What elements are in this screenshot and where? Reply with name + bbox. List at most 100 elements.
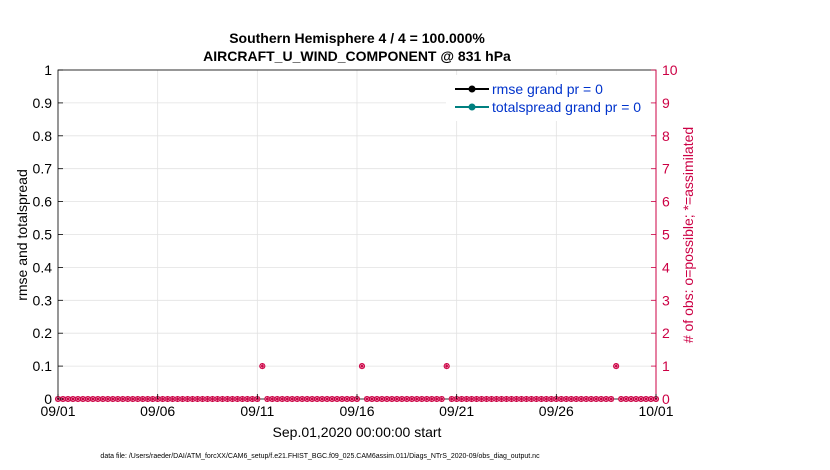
obs-assimilated-marker bbox=[429, 396, 435, 402]
obs-assimilated-marker bbox=[424, 396, 430, 402]
obs-assimilated-marker bbox=[274, 396, 280, 402]
y-right-tick-label: 4 bbox=[662, 259, 670, 275]
obs-assimilated-marker bbox=[409, 396, 415, 402]
legend-totalspread-marker bbox=[468, 103, 476, 111]
obs-assimilated-marker bbox=[75, 396, 81, 402]
legend-rmse-label: rmse grand pr = 0 bbox=[492, 81, 603, 97]
obs-assimilated-marker bbox=[444, 363, 450, 369]
obs-assimilated-marker bbox=[319, 396, 325, 402]
obs-assimilated-marker bbox=[489, 396, 494, 402]
y-right-tick-label: 9 bbox=[662, 95, 670, 111]
chart-title: Southern Hemisphere 4 / 4 = 100.000% bbox=[229, 30, 485, 46]
obs-assimilated-marker bbox=[239, 396, 245, 402]
obs-assimilated-marker bbox=[259, 363, 265, 369]
obs-assimilated-marker bbox=[244, 396, 250, 402]
obs-assimilated-marker bbox=[613, 363, 619, 369]
obs-assimilated-marker bbox=[434, 396, 440, 402]
y-right-tick-label: 10 bbox=[662, 62, 678, 78]
obs-assimilated-marker bbox=[349, 396, 355, 402]
obs-assimilated-marker bbox=[229, 396, 235, 402]
obs-assimilated-marker bbox=[603, 396, 609, 402]
obs-assimilated-marker bbox=[65, 396, 71, 402]
obs-assimilated-marker bbox=[504, 396, 509, 402]
obs-assimilated-marker bbox=[523, 396, 529, 402]
left-y-axis: 0 0.1 0.2 0.3 0.4 0.5 0.6 0.7 0.8 0.9 1 bbox=[33, 62, 63, 407]
obs-assimilated-marker bbox=[220, 396, 225, 402]
legend-rmse-marker bbox=[468, 85, 476, 93]
obs-assimilated-marker bbox=[643, 396, 649, 402]
obs-assimilated-marker bbox=[110, 396, 116, 402]
obs-assimilated-marker bbox=[105, 396, 111, 402]
obs-assimilated-marker bbox=[588, 396, 594, 402]
obs-assimilated-marker bbox=[633, 396, 639, 402]
obs-assimilated-marker bbox=[389, 396, 395, 402]
y-left-tick-label: 0.1 bbox=[33, 358, 53, 374]
obs-assimilated-marker bbox=[205, 396, 210, 402]
obs-assimilated-marker bbox=[618, 396, 624, 402]
y-right-tick-label: 7 bbox=[662, 161, 670, 177]
obs-assimilated-marker bbox=[299, 396, 305, 402]
obs-assimilated-marker bbox=[95, 396, 101, 402]
obs-assimilated-marker bbox=[479, 396, 485, 402]
y-left-tick-label: 0.5 bbox=[33, 227, 53, 243]
obs-assimilated-marker bbox=[528, 396, 534, 402]
obs-assimilated-marker bbox=[514, 396, 519, 402]
obs-assimilated-marker bbox=[150, 396, 156, 402]
obs-assimilated-marker bbox=[339, 396, 345, 402]
obs-assimilated-marker bbox=[459, 396, 465, 402]
x-tick-label: 09/16 bbox=[339, 403, 374, 419]
obs-assimilated-marker bbox=[364, 396, 370, 402]
obs-assimilated-marker bbox=[374, 396, 380, 402]
obs-assimilated-marker bbox=[195, 396, 200, 402]
obs-assimilated-marker bbox=[399, 396, 405, 402]
chart-subtitle: AIRCRAFT_U_WIND_COMPONENT @ 831 hPa bbox=[203, 48, 511, 64]
obs-assimilated-marker bbox=[563, 396, 569, 402]
obs-assimilated-marker bbox=[578, 396, 584, 402]
y-left-tick-label: 0 bbox=[44, 391, 52, 407]
obs-assimilated-marker bbox=[623, 396, 629, 402]
legend-totalspread-label: totalspread grand pr = 0 bbox=[492, 99, 641, 115]
obs-assimilated-marker bbox=[469, 396, 475, 402]
y-right-tick-label: 2 bbox=[662, 325, 670, 341]
obs-assimilated-marker bbox=[449, 396, 455, 402]
obs-assimilated-marker bbox=[140, 396, 146, 402]
x-tick-label: 10/01 bbox=[638, 403, 673, 419]
obs-assimilated-marker bbox=[215, 396, 220, 402]
obs-assimilated-marker bbox=[284, 396, 290, 402]
obs-assimilated-marker bbox=[394, 396, 400, 402]
obs-assimilated-marker bbox=[543, 396, 549, 402]
obs-assimilated-marker bbox=[568, 396, 574, 402]
obs-assimilated-marker bbox=[359, 363, 365, 369]
obs-assimilated-marker bbox=[558, 396, 564, 402]
obs-assimilated-marker bbox=[289, 396, 295, 402]
y-left-tick-label: 0.7 bbox=[33, 161, 53, 177]
obs-assimilated-marker bbox=[598, 396, 604, 402]
x-tick-label: 09/06 bbox=[140, 403, 175, 419]
obs-assimilated-marker bbox=[304, 396, 310, 402]
obs-assimilated-marker bbox=[628, 396, 634, 402]
obs-assimilated-marker bbox=[329, 396, 335, 402]
obs-assimilated-marker bbox=[90, 396, 96, 402]
obs-assimilated-marker bbox=[404, 396, 410, 402]
obs-assimilated-marker bbox=[464, 396, 470, 402]
obs-assimilated-marker bbox=[160, 396, 166, 402]
obs-assimilated-marker bbox=[130, 396, 136, 402]
obs-assimilated-marker bbox=[264, 396, 270, 402]
obs-assimilated-marker bbox=[519, 396, 524, 402]
obs-assimilated-marker bbox=[573, 396, 579, 402]
obs-assimilated-marker bbox=[309, 396, 315, 402]
obs-assimilated-marker bbox=[583, 396, 589, 402]
obs-assimilated-marker bbox=[165, 396, 171, 402]
obs-assimilated-marker bbox=[414, 396, 420, 402]
legend-box bbox=[446, 75, 650, 121]
y-left-tick-label: 0.2 bbox=[33, 325, 53, 341]
x-tick-label: 09/26 bbox=[539, 403, 574, 419]
obs-assimilated-marker bbox=[135, 396, 141, 402]
obs-assimilated-marker bbox=[294, 396, 300, 402]
obs-assimilated-marker bbox=[314, 396, 320, 402]
obs-assimilated-marker bbox=[170, 396, 176, 402]
x-tick-label: 09/21 bbox=[439, 403, 474, 419]
obs-assimilated-marker bbox=[638, 396, 644, 402]
x-tick-label: 09/11 bbox=[240, 403, 274, 419]
